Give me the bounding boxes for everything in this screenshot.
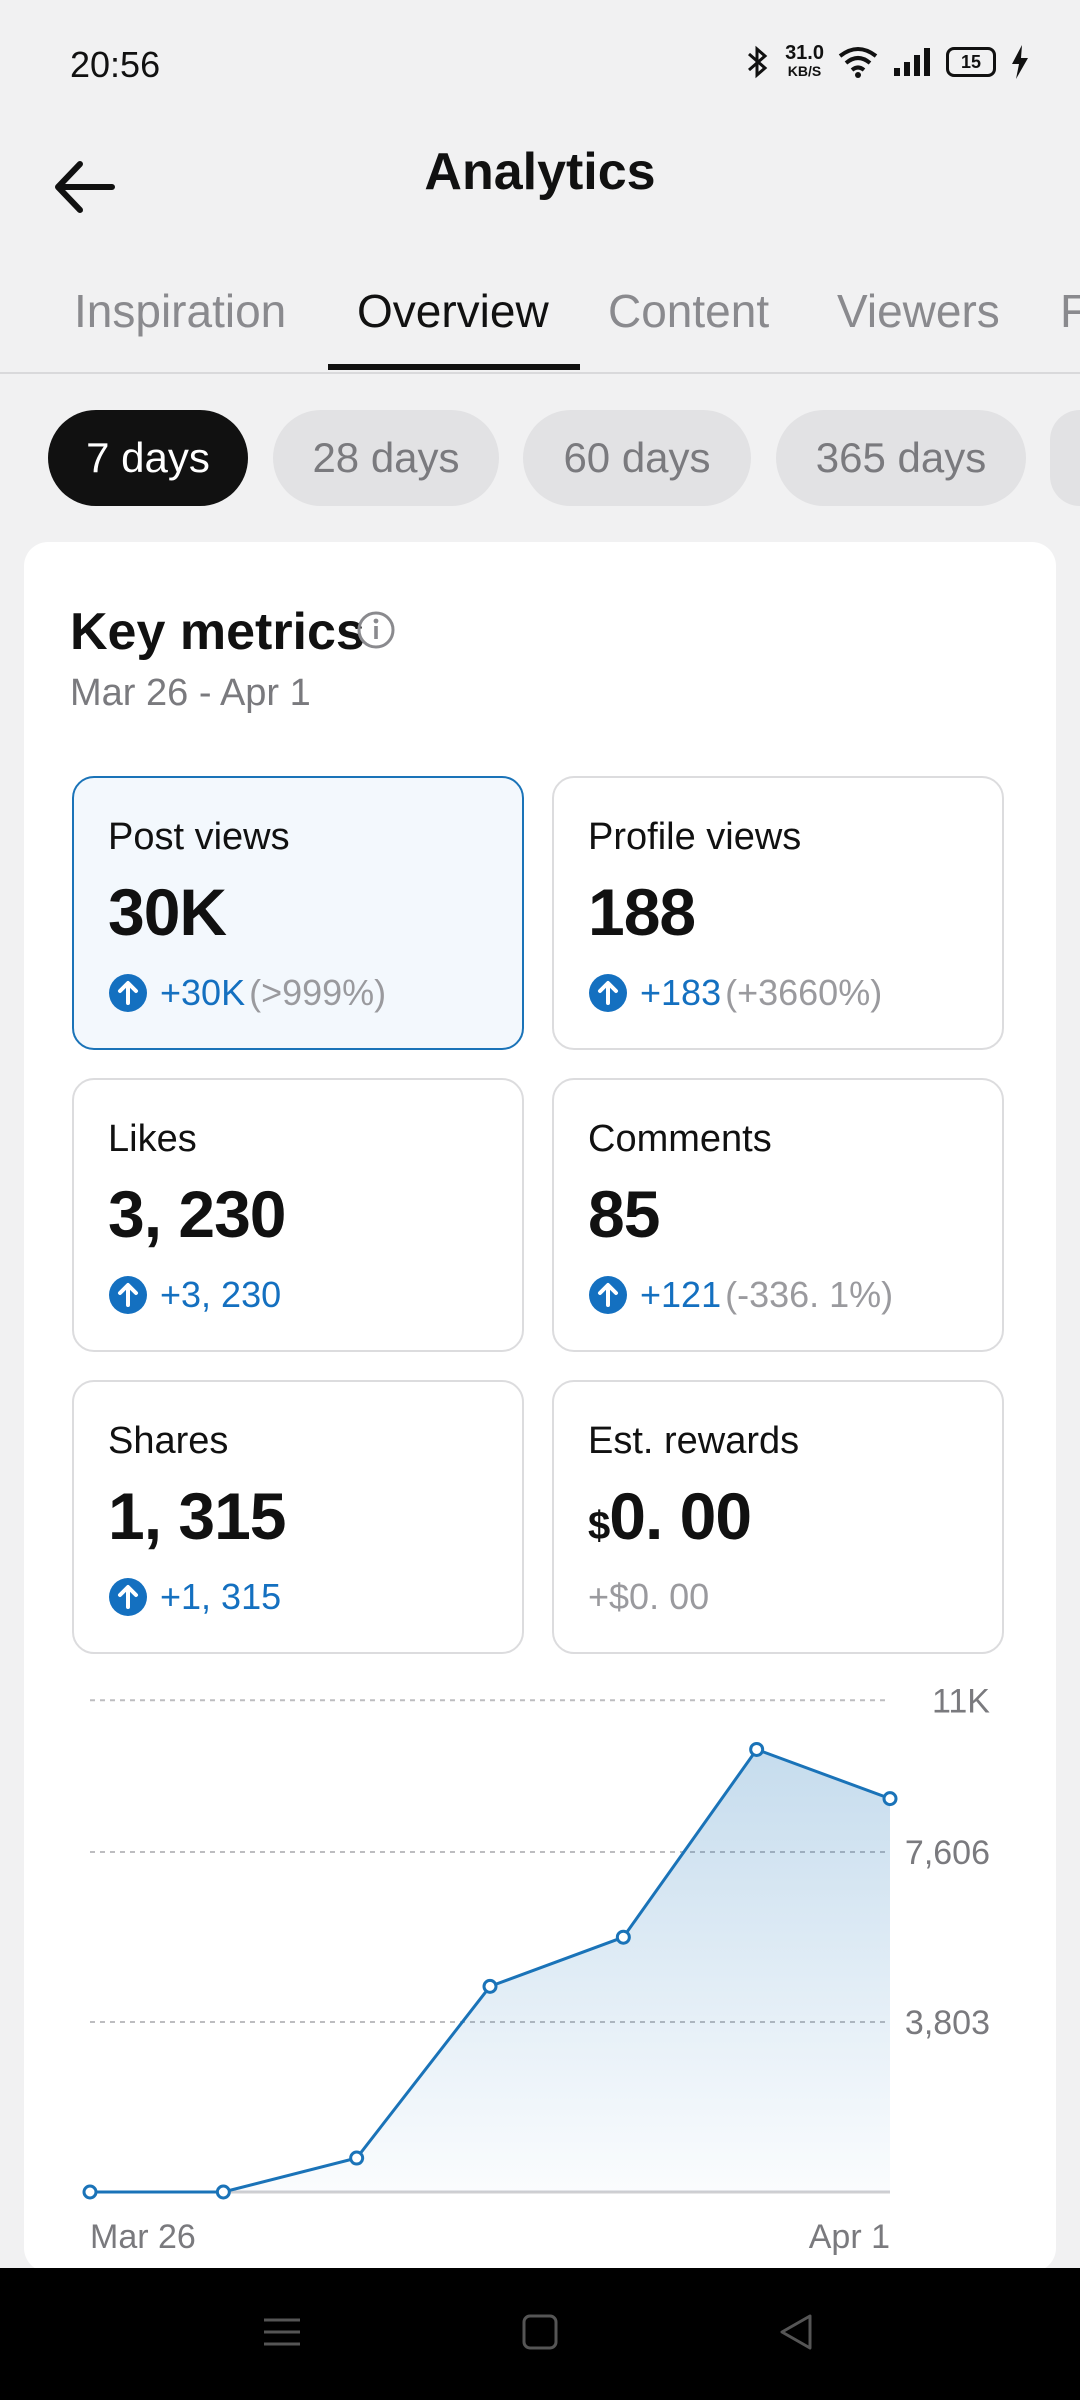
info-icon[interactable] [356,610,396,650]
metric-delta-percent: (+3660%) [725,972,883,1013]
y-tick-label: 11K [932,1682,990,1720]
charging-icon [1012,45,1028,79]
metric-delta-value: +3, 230 [160,1274,282,1315]
status-time: 20:56 [70,44,161,85]
chip-365-days[interactable]: 365 days [776,410,1026,506]
metric-comments[interactable]: Comments 85 +121 (-336. 1%) [552,1078,1004,1352]
metric-value: 188 [588,875,696,949]
metric-delta-value: +183 [640,972,722,1013]
data-point[interactable] [82,2184,98,2200]
arrow-up-circle-icon [109,974,147,1012]
active-tab-indicator [328,364,580,370]
metric-label: Likes [108,1118,197,1160]
arrow-up-circle-icon [589,1276,627,1314]
key-metrics-card: Key metrics Mar 26 - Apr 1 Post views 30… [24,542,1056,2272]
data-point[interactable] [749,1741,765,1757]
data-point[interactable] [615,1929,631,1945]
signal-icon [894,48,930,76]
metric-est-rewards[interactable]: Est. rewards $0. 00 +$0. 00 [552,1380,1004,1654]
back-arrow-icon[interactable] [50,152,120,222]
metric-shares[interactable]: Shares 1, 315 +1, 315 [72,1380,524,1654]
x-tick-label: Mar 26 [90,2218,196,2256]
metric-value: 1, 315 [108,1479,286,1553]
chip-7-days[interactable]: 7 days [48,410,248,506]
analytics-tabs: Inspiration Overview Content Viewers F [0,260,1080,374]
y-tick-label: 7,606 [905,1834,990,1872]
data-point[interactable] [349,2150,365,2166]
date-range-chips: 7 days 28 days 60 days 365 days [0,410,1080,506]
metric-delta-value: +$0. 00 [588,1576,710,1617]
metric-delta-value: +30K [160,972,246,1013]
metric-delta-value: +121 [640,1274,722,1315]
home-icon[interactable] [520,2312,560,2352]
key-metrics-title: Key metrics [70,603,365,661]
metric-post-views[interactable]: Post views 30K +30K (>999%) [72,776,524,1050]
metric-label: Comments [588,1118,772,1160]
metric-value-number: 0. 00 [609,1479,752,1553]
x-tick-label: Apr 1 [809,2218,890,2256]
post-views-chart: 3,803 7,606 11K Mar 26 Apr 1 [82,1682,990,2256]
tab-overview[interactable]: Overview [357,285,549,337]
status-icons: 31.0 KB/S 15 [745,42,1030,80]
metric-value: 3, 230 [108,1177,286,1251]
status-bar: 20:56 31.0 KB/S 15 [0,0,1080,130]
metric-label: Shares [108,1420,229,1462]
metric-likes[interactable]: Likes 3, 230 +3, 230 [72,1078,524,1352]
arrow-up-circle-icon [109,1276,147,1314]
battery-icon: 15 [946,47,996,77]
metric-delta-value: +1, 315 [160,1576,282,1617]
metric-delta-percent: (>999%) [249,972,387,1013]
wifi-icon [838,47,878,78]
metric-delta: +183 (+3660%) [588,972,882,1014]
currency-symbol: $ [588,1504,610,1548]
metric-delta: +$0. 00 [588,1576,709,1618]
tab-content[interactable]: Content [608,285,770,337]
metric-delta: +121 (-336. 1%) [588,1274,893,1316]
metric-value: 85 [588,1177,660,1251]
tab-inspiration[interactable]: Inspiration [74,285,287,337]
tab-viewers[interactable]: Viewers [837,285,1000,337]
arrow-up-circle-icon [109,1578,147,1616]
network-speed: 31.0 KB/S [785,42,824,79]
y-tick-label: 3,803 [905,2004,990,2042]
metric-label: Est. rewards [588,1420,800,1462]
metric-delta: +1, 315 [108,1576,281,1618]
data-point[interactable] [882,1791,898,1807]
app-header: Analytics [0,130,1080,240]
data-point[interactable] [215,2184,231,2200]
chip-60-days[interactable]: 60 days [523,410,751,506]
series-area [90,1749,890,2192]
back-icon[interactable] [776,2312,816,2352]
system-nav-bar [0,2268,1080,2400]
metric-delta-percent: (-336. 1%) [725,1274,894,1315]
page-title: Analytics [424,143,656,201]
chip-28-days[interactable]: 28 days [273,410,499,506]
metric-delta: +30K (>999%) [108,972,386,1014]
bluetooth-icon [748,45,768,79]
metric-label: Profile views [588,816,802,858]
menu-icon[interactable] [262,2312,302,2352]
tab-next-partial[interactable]: F [1060,284,1080,338]
chip-more-partial[interactable] [1050,410,1080,506]
metric-profile-views[interactable]: Profile views 188 +183 (+3660%) [552,776,1004,1050]
date-range-label: Mar 26 - Apr 1 [70,672,311,714]
metric-label: Post views [108,816,290,858]
metric-value: 30K [108,875,227,949]
data-point[interactable] [482,1978,498,1994]
arrow-up-circle-icon [589,974,627,1012]
metric-delta: +3, 230 [108,1274,281,1316]
metric-value: $0. 00 [588,1478,752,1554]
